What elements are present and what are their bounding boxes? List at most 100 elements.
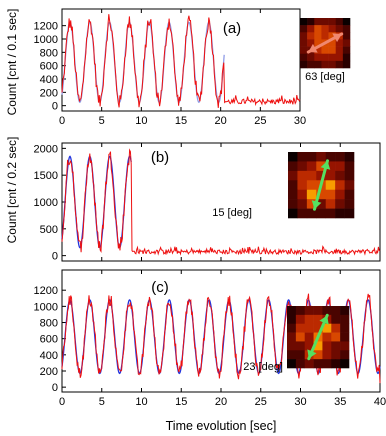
inset-heatmap-cell xyxy=(328,60,337,69)
x-tick-label: 5 xyxy=(99,115,105,127)
inset-heatmap-cell xyxy=(287,314,297,325)
inset-heatmap-cell xyxy=(287,341,297,351)
inset-heatmap-cell xyxy=(297,152,308,162)
inset-heatmap-cell xyxy=(340,359,350,369)
inset-heatmap-cell xyxy=(331,350,341,360)
inset-heatmap-cell xyxy=(313,359,323,369)
inset-heatmap-cell xyxy=(321,46,329,55)
panel-label: (c) xyxy=(151,279,169,296)
y-tick-label: 200 xyxy=(40,87,58,99)
y-tick-label: 600 xyxy=(40,61,58,73)
inset-heatmap-cell xyxy=(321,32,329,40)
inset-heatmap-cell xyxy=(344,180,355,191)
inset-angle-label: 63 [deg] xyxy=(305,71,345,83)
inset-heatmap-cell xyxy=(306,170,317,181)
x-tick-label: 0 xyxy=(59,115,65,127)
fit-series-line xyxy=(61,21,225,104)
inset-heatmap-cell xyxy=(304,341,314,351)
inset-heatmap-cell xyxy=(342,60,351,69)
inset-heatmap-cell xyxy=(331,359,341,369)
inset-heatmap-cell xyxy=(331,332,341,342)
inset-heatmap-cell xyxy=(342,32,351,40)
inset-heatmap-cell xyxy=(287,332,297,342)
inset-heatmap-cell xyxy=(313,306,323,316)
inset-heatmap-cell xyxy=(344,199,355,209)
inset-heatmap-cell xyxy=(300,32,308,40)
inset-arrow-head xyxy=(311,200,322,210)
inset-heatmap-cell xyxy=(322,350,332,360)
inset-heatmap-cell xyxy=(287,306,297,316)
inset-heatmap-cell xyxy=(288,152,298,162)
inset-heatmap-cell xyxy=(297,199,308,209)
y-tick-label: 0 xyxy=(52,251,58,263)
inset-heatmap-cell xyxy=(306,161,317,172)
inset-heatmap-cell xyxy=(300,39,308,47)
inset-arrow-head xyxy=(307,349,317,359)
inset-heatmap-cell xyxy=(288,180,298,191)
x-tick-label: 15 xyxy=(175,396,187,408)
inset-heatmap-cell xyxy=(316,199,327,209)
x-tick-label: 10 xyxy=(135,396,147,408)
inset-heatmap-cell xyxy=(335,46,344,55)
inset-arrow-head xyxy=(308,43,318,53)
y-tick-label: 500 xyxy=(40,224,58,236)
x-tick-label: 10 xyxy=(135,115,147,127)
inset-heatmap-cell xyxy=(295,341,306,351)
inset-heatmap-cell xyxy=(316,161,327,172)
x-tick-label: 35 xyxy=(334,396,346,408)
inset-heatmap-cell xyxy=(335,208,345,219)
inset-heatmap-cell xyxy=(316,189,327,200)
inset-heatmap-cell xyxy=(321,60,329,69)
inset-heatmap-cell xyxy=(328,39,337,47)
inset-heatmap-cell xyxy=(331,306,341,316)
inset-heatmap-cell xyxy=(295,323,306,333)
inset-heatmap-cell xyxy=(325,180,336,191)
y-tick-label: 0 xyxy=(52,382,58,394)
inset-heatmap-cell xyxy=(325,152,336,162)
inset-heatmap-cell xyxy=(321,53,329,62)
y-tick-label: 1000 xyxy=(34,34,58,46)
x-tick-label: 15 xyxy=(175,115,187,127)
inset-heatmap-cell xyxy=(314,53,322,62)
inset-heatmap-cell xyxy=(335,180,345,191)
inset-heatmap-cell xyxy=(287,350,297,360)
y-tick-label: 800 xyxy=(40,318,58,330)
inset-heatmap-cell xyxy=(325,170,336,181)
inset-heatmap-cell xyxy=(328,25,337,33)
inset-heatmap-cell xyxy=(335,53,344,62)
inset-heatmap-cell xyxy=(325,208,336,219)
data-series-line xyxy=(61,14,301,108)
inset-heatmap-cell xyxy=(321,18,329,26)
inset-heatmap-cell xyxy=(344,152,355,162)
inset-heatmap-cell xyxy=(295,359,306,369)
inset-heatmap-cell xyxy=(322,306,332,316)
inset-heatmap-cell xyxy=(335,25,344,33)
inset-heatmap-cell xyxy=(321,25,329,33)
inset-heatmap-cell xyxy=(335,199,345,209)
inset-heatmap-cell xyxy=(325,199,336,209)
inset-heatmap-cell xyxy=(306,199,317,209)
x-tick-label: 40 xyxy=(374,396,386,408)
inset-heatmap-cell xyxy=(287,359,297,369)
y-tick-label: 1000 xyxy=(34,301,58,313)
y-tick-label: 400 xyxy=(40,350,58,362)
inset-heatmap-cell xyxy=(287,323,297,333)
inset-heatmap-cell xyxy=(313,323,323,333)
inset-heatmap-cell xyxy=(307,32,315,40)
inset-heatmap-cell xyxy=(314,32,322,40)
y-tick-label: 600 xyxy=(40,334,58,346)
x-tick-label: 30 xyxy=(294,396,306,408)
inset-heatmap-cell xyxy=(307,60,315,69)
y-tick-label: 1200 xyxy=(34,21,58,33)
inset-heatmap-cell xyxy=(344,161,355,172)
inset-heatmap-cell xyxy=(322,323,332,333)
inset-heatmap-cell xyxy=(288,208,298,219)
inset-heatmap-cell xyxy=(304,359,314,369)
inset-arrow-head xyxy=(320,160,331,170)
inset-heatmap-cell xyxy=(328,46,337,55)
y-tick-label: 800 xyxy=(40,47,58,59)
inset-heatmap-cell xyxy=(295,332,306,342)
inset-heatmap-cell xyxy=(344,170,355,181)
inset-heatmap-cell xyxy=(316,170,327,181)
inset-heatmap-cell xyxy=(304,323,314,333)
